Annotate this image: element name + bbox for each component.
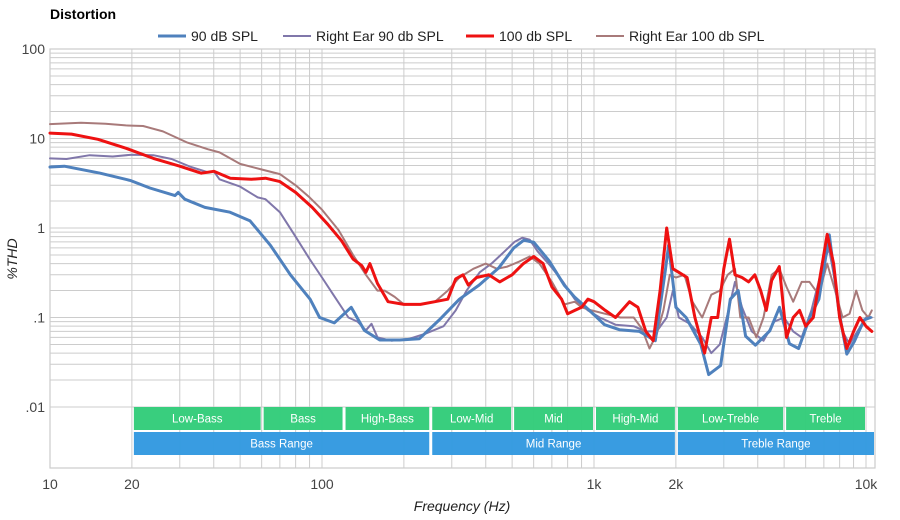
band-bass-range: Bass Range: [133, 432, 430, 455]
band-rect: [786, 407, 865, 430]
legend-item[interactable]: 100 db SPL: [466, 28, 572, 44]
x-tick-label: 10k: [855, 476, 879, 492]
band-label: Low-Treble: [702, 414, 759, 426]
band-rect: [432, 432, 675, 455]
x-tick-label: 20: [124, 476, 140, 492]
y-tick-label: .01: [26, 399, 46, 415]
band-rect: [133, 432, 430, 455]
legend-label: Right Ear 100 db SPL: [629, 28, 765, 44]
band-high-bass: High-Bass: [345, 407, 430, 430]
series-lines: [48, 121, 874, 377]
band-treble: Treble: [786, 407, 865, 430]
y-axis-ticks: 100 10 1 .1 .01: [22, 41, 46, 415]
y-tick-label: .1: [33, 310, 45, 326]
band-rect: [677, 432, 874, 455]
band-rect: [345, 407, 430, 430]
x-tick-label: 100: [310, 476, 334, 492]
series-line-right-ear-100-db-spl: [49, 121, 873, 350]
x-axis-ticks: 10 20 100 1k 2k 10k: [42, 476, 878, 492]
x-axis-label: Frequency (Hz): [414, 498, 510, 514]
band-mid: Mid: [514, 407, 593, 430]
band-treble-range: Treble Range: [677, 432, 874, 455]
band-rect: [432, 407, 512, 430]
legend-item[interactable]: Right Ear 90 db SPL: [283, 28, 444, 44]
band-label: Treble: [809, 414, 841, 426]
y-tick-label: 1: [37, 220, 45, 236]
band-label: Mid Range: [526, 439, 582, 451]
band-label: Bass Range: [250, 439, 313, 451]
band-rect: [596, 407, 675, 430]
band-low-mid: Low-Mid: [432, 407, 512, 430]
band-label: High-Bass: [361, 414, 414, 426]
x-tick-label: 1k: [587, 476, 603, 492]
plot-area-border: [49, 48, 876, 469]
x-tick-label: 10: [42, 476, 58, 492]
band-rect: [133, 407, 261, 430]
band-rect: [677, 407, 784, 430]
series-line-90-db-spl: [48, 164, 873, 377]
x-tick-label: 2k: [668, 476, 684, 492]
band-bass: Bass: [263, 407, 343, 430]
frequency-bands: Low-Bass Bass High-Bass Low-Mid Mid High-Mid L…: [133, 407, 874, 455]
legend-label: Right Ear 90 db SPL: [316, 28, 444, 44]
band-label: Mid: [544, 414, 563, 426]
legend-item[interactable]: Right Ear 100 db SPL: [596, 28, 765, 44]
band-label: High-Mid: [612, 414, 658, 426]
legend-item[interactable]: 90 dB SPL: [158, 28, 258, 44]
band-high-mid: High-Mid: [596, 407, 675, 430]
y-tick-label: 10: [29, 131, 45, 147]
series-line-100-db-spl: [48, 131, 874, 355]
band-rect: [263, 407, 343, 430]
band-label: Treble Range: [741, 439, 810, 451]
legend: 90 dB SPL Right Ear 90 db SPL 100 db SPL Ri…: [158, 28, 765, 44]
chart-title: Distortion: [50, 6, 116, 22]
y-tick-label: 100: [22, 41, 46, 57]
band-low-bass: Low-Bass: [133, 407, 261, 430]
legend-label: 90 dB SPL: [191, 28, 258, 44]
y-axis-label: %THD: [4, 238, 20, 279]
series-line-right-ear-90-db-spl: [49, 153, 873, 355]
band-low-treble: Low-Treble: [677, 407, 784, 430]
legend-label: 100 db SPL: [499, 28, 572, 44]
band-label: Bass: [290, 414, 316, 426]
band-label: Low-Mid: [450, 414, 493, 426]
grid: [49, 48, 875, 468]
band-mid-range: Mid Range: [432, 432, 675, 455]
band-rect: [514, 407, 593, 430]
band-label: Low-Bass: [172, 414, 223, 426]
